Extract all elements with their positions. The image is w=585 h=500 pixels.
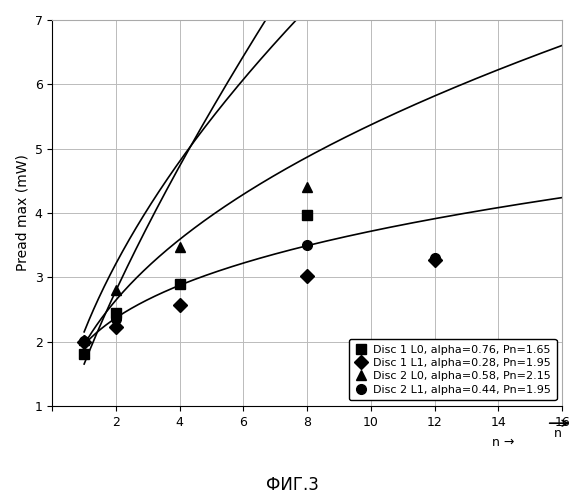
Disc 1 L0, alpha=0.76, Pn=1.65	[81, 352, 88, 358]
Disc 1 L0, alpha=0.76, Pn=1.65	[176, 280, 183, 286]
Y-axis label: Pread max (mW): Pread max (mW)	[15, 154, 29, 272]
Disc 2 L0, alpha=0.58, Pn=2.15	[304, 184, 311, 190]
Disc 1 L0, alpha=0.76, Pn=1.65	[112, 310, 119, 316]
Disc 2 L1, alpha=0.44, Pn=1.95	[304, 242, 311, 248]
Disc 2 L1, alpha=0.44, Pn=1.95	[431, 255, 438, 261]
Disc 2 L1, alpha=0.44, Pn=1.95	[112, 316, 119, 322]
Line: Disc 2 L0, alpha=0.58, Pn=2.15: Disc 2 L0, alpha=0.58, Pn=2.15	[80, 182, 312, 345]
Disc 2 L0, alpha=0.58, Pn=2.15	[112, 287, 119, 293]
Legend: Disc 1 L0, alpha=0.76, Pn=1.65, Disc 1 L1, alpha=0.28, Pn=1.95, Disc 2 L0, alpha: Disc 1 L0, alpha=0.76, Pn=1.65, Disc 1 L…	[349, 339, 556, 400]
Disc 1 L1, alpha=0.28, Pn=1.95	[112, 324, 119, 330]
Disc 2 L0, alpha=0.58, Pn=2.15	[81, 337, 88, 343]
Disc 2 L1, alpha=0.44, Pn=1.95	[81, 338, 88, 344]
Disc 1 L0, alpha=0.76, Pn=1.65	[304, 212, 311, 218]
Text: n: n	[554, 427, 562, 440]
Line: Disc 1 L1, alpha=0.28, Pn=1.95: Disc 1 L1, alpha=0.28, Pn=1.95	[80, 255, 439, 346]
Disc 1 L1, alpha=0.28, Pn=1.95	[304, 273, 311, 279]
Text: ФИГ.3: ФИГ.3	[266, 476, 319, 494]
Disc 1 L1, alpha=0.28, Pn=1.95	[81, 338, 88, 344]
Text: n →: n →	[493, 436, 515, 449]
Disc 1 L1, alpha=0.28, Pn=1.95	[176, 302, 183, 308]
Disc 1 L1, alpha=0.28, Pn=1.95	[431, 257, 438, 263]
Line: Disc 1 L0, alpha=0.76, Pn=1.65: Disc 1 L0, alpha=0.76, Pn=1.65	[80, 210, 312, 359]
Disc 2 L0, alpha=0.58, Pn=2.15	[176, 244, 183, 250]
Line: Disc 2 L1, alpha=0.44, Pn=1.95: Disc 2 L1, alpha=0.44, Pn=1.95	[80, 240, 439, 346]
